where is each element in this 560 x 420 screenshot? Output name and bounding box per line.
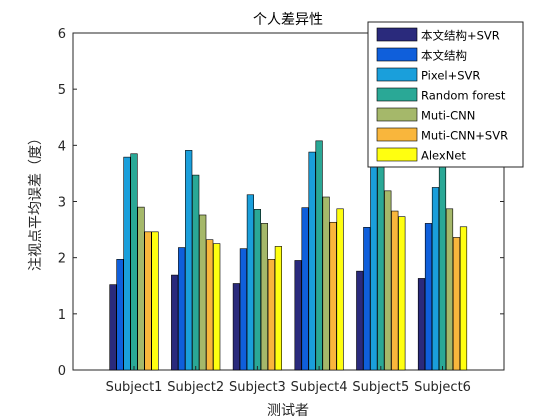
bar — [116, 259, 124, 371]
bar — [144, 231, 152, 371]
bar — [274, 246, 283, 371]
bar — [363, 227, 371, 371]
legend-label: AlexNet — [421, 149, 466, 163]
bar — [315, 140, 323, 371]
bar — [213, 243, 221, 371]
bars-layer — [109, 140, 468, 371]
bar — [294, 260, 302, 371]
bar — [452, 237, 461, 371]
bar — [137, 206, 145, 371]
bar — [185, 150, 193, 371]
bar — [192, 174, 200, 371]
legend-label: 本文结构+SVR — [421, 29, 500, 43]
legend: 本文结构+SVR 本文结构 Pixel+SVR Random forest Muti-C… — [367, 21, 524, 168]
y-tick-label: 6 — [58, 27, 66, 42]
bar — [301, 207, 309, 371]
bar — [109, 284, 117, 371]
bar — [123, 156, 131, 371]
bar — [199, 214, 207, 371]
x-axis-label: 测试者 — [267, 403, 309, 419]
legend-swatch — [376, 27, 418, 42]
bar — [130, 153, 138, 371]
bar — [417, 278, 426, 371]
y-tick-label: 1 — [58, 308, 66, 323]
bar — [239, 248, 248, 371]
x-tick-label: Subject2 — [167, 380, 224, 395]
bar — [370, 157, 378, 371]
bar — [246, 194, 255, 371]
bar — [438, 161, 447, 371]
legend-swatch — [376, 47, 418, 62]
bar — [384, 190, 392, 371]
bar — [322, 196, 330, 371]
bar — [151, 231, 159, 371]
bar — [391, 210, 399, 371]
bar — [377, 147, 385, 371]
legend-label: Random forest — [421, 89, 506, 103]
legend-swatch — [376, 67, 418, 82]
y-axis-label: 注视点平均误差（度） — [28, 131, 44, 271]
bar — [171, 274, 179, 371]
bar — [459, 226, 468, 371]
legend-label: Muti-CNN+SVR — [421, 129, 508, 143]
bar — [336, 208, 344, 371]
y-tick-label: 4 — [58, 139, 66, 154]
bar — [329, 221, 337, 371]
legend-label: 本文结构 — [421, 49, 467, 63]
legend-label: Pixel+SVR — [421, 69, 480, 83]
bar — [253, 209, 262, 371]
bar — [356, 270, 364, 371]
x-tick-label: Subject6 — [414, 380, 471, 395]
legend-swatch — [376, 107, 418, 122]
bar — [431, 187, 440, 371]
y-tick-label: 0 — [58, 364, 66, 379]
x-tick-label: Subject4 — [291, 380, 348, 395]
bar — [178, 247, 186, 371]
bar — [206, 239, 214, 371]
bar — [445, 208, 454, 371]
bar — [232, 283, 241, 371]
legend-swatch — [376, 147, 418, 162]
y-tick-label: 3 — [58, 196, 66, 211]
y-tick-label: 2 — [58, 252, 66, 267]
y-tick-label: 5 — [58, 83, 66, 98]
legend-label: Muti-CNN — [421, 109, 475, 123]
axes-layer: 0 1 2 3 4 5 6 Subject1 Subject2 Subject3 Subject4 S… — [58, 27, 504, 395]
chart-title: 个人差异性 — [253, 12, 323, 28]
legend-swatch — [376, 127, 418, 142]
bar — [260, 223, 269, 371]
x-tick-label: Subject5 — [352, 380, 409, 395]
bar — [424, 223, 433, 371]
bar — [308, 151, 316, 371]
bar — [398, 216, 406, 371]
x-tick-label: Subject1 — [106, 380, 163, 395]
bar — [267, 259, 276, 371]
legend-swatch — [376, 87, 418, 102]
x-tick-label: Subject3 — [229, 380, 286, 395]
